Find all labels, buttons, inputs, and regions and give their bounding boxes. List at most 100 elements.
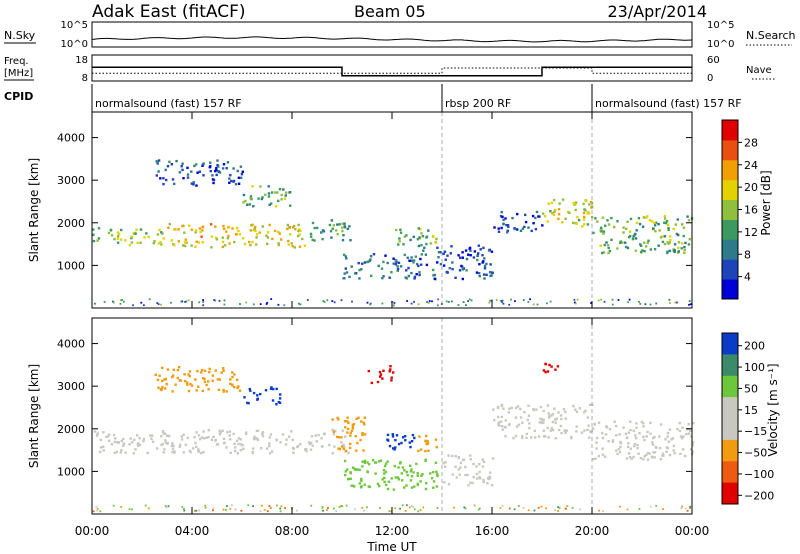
echo-cell [289,233,292,236]
echo-cell [391,433,394,436]
echo-cell [234,508,237,511]
echo-cell [213,299,215,301]
echo-cell [681,448,685,451]
echo-cell [537,506,540,509]
echo-cell [491,457,495,460]
echo-cell [346,468,349,471]
echo-cell [564,431,567,434]
echo-cell [419,480,422,483]
echo-cell [489,471,492,474]
echo-cell [186,176,190,179]
echo-cell [360,268,363,271]
echo-cell [640,420,643,424]
echo-cell [214,225,217,228]
echo-cell [451,454,454,458]
echo-cell [277,243,280,247]
echo-cell [554,208,557,212]
echo-cell [228,242,231,245]
echo-cell [248,387,251,391]
echo-cell [424,449,427,453]
echo-cell [266,236,270,239]
echo-cell [586,416,590,419]
echo-cell [336,416,339,420]
echo-cell [577,218,581,222]
echo-cell [407,266,410,270]
echo-cell [341,429,344,432]
echo-cell [500,403,504,407]
echo-cell [188,375,191,378]
echo-cell [406,300,408,302]
echo-cell [464,249,468,252]
echo-cell [436,304,439,307]
echo-cell [643,250,646,253]
echo-cell [513,508,516,511]
echo-cell [414,255,417,258]
echo-cell [478,507,481,510]
echo-cell [532,408,535,412]
echo-cell [211,174,214,177]
echo-cell [201,389,204,393]
echo-cell [378,484,381,488]
echo-cell [266,301,269,304]
echo-cell [279,507,282,510]
echo-cell [626,445,630,448]
echo-cell [113,440,116,444]
echo-cell [568,211,571,214]
echo-cell [358,268,361,272]
echo-cell [245,431,248,434]
echo-cell [207,436,210,439]
echo-cell [223,303,226,306]
echo-cell [457,468,460,471]
echo-cell [549,210,552,213]
echo-cell [517,423,521,426]
echo-cell [557,506,560,508]
echo-cell [437,256,440,259]
echo-cell [313,226,316,230]
echo-cell [366,506,368,509]
echo-cell [649,505,652,508]
noise-right-tick-top: 10^5 [707,20,734,31]
echo-cell [268,444,271,448]
echo-cell [481,261,484,264]
echo-cell [251,447,255,450]
echo-cell [663,217,667,220]
echo-cell [237,442,240,446]
echo-cell [270,202,273,205]
echo-cell [532,303,535,306]
velocity-colorbar-swatch [722,461,738,484]
echo-cell [330,219,333,222]
echo-cell [351,427,355,430]
echo-cell [207,429,210,432]
echo-cell [120,299,122,302]
echo-cell [381,302,384,305]
echo-cell [285,438,288,441]
echo-cell [392,262,395,265]
echo-cell [256,438,260,442]
echo-cell [629,428,632,432]
echo-cell [485,273,488,276]
echo-cell [689,303,692,306]
echo-cell [157,386,160,389]
echo-cell [652,451,655,454]
echo-cell [646,215,649,218]
echo-cell [357,416,360,419]
echo-cell [539,417,542,420]
echo-cell [628,235,631,239]
echo-cell [99,450,102,454]
echo-cell [148,298,151,301]
echo-cell [187,389,191,393]
echo-cell [390,379,393,382]
echo-cell [447,301,450,303]
echo-cell [160,387,163,390]
echo-cell [267,192,271,195]
echo-cell [564,410,567,414]
echo-cell [278,188,282,191]
echo-cell [431,471,435,474]
echo-cell [401,504,404,507]
echo-cell [221,167,225,170]
echo-cell [422,249,425,252]
echo-cell [194,441,197,445]
echo-cell [235,226,239,230]
echo-cell [199,451,203,455]
